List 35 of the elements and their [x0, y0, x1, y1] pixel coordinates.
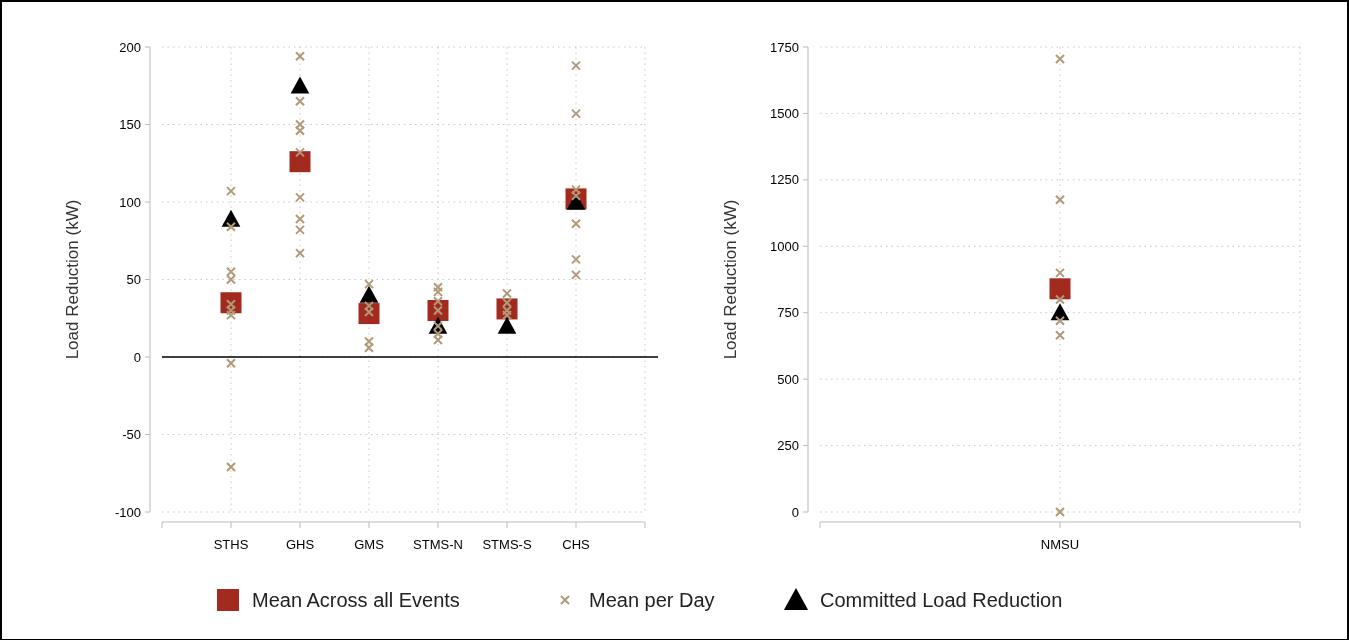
legend-label: Mean per Day — [589, 589, 715, 611]
x-tick-label: GHS — [285, 537, 315, 552]
point — [1049, 278, 1071, 300]
x-tick-label: NMSU — [1040, 537, 1080, 552]
x-tick-label: STHS — [213, 537, 249, 552]
y-tick-label: 250 — [777, 438, 799, 454]
x-tick-label: STMS-S — [482, 537, 532, 552]
point — [1055, 507, 1065, 517]
y-tick-label: 1500 — [770, 105, 799, 121]
y-tick-label: -50 — [122, 427, 141, 443]
y-tick-label: 750 — [777, 305, 799, 321]
point — [1055, 194, 1065, 205]
x-tick-label: CHS — [562, 537, 591, 552]
point — [1055, 294, 1065, 305]
y-tick-label: 1000 — [770, 238, 799, 254]
point — [1055, 315, 1065, 326]
y-tick-label: 0 — [791, 504, 799, 520]
y-tick-label: 0 — [133, 349, 141, 365]
x-tick-label: STMS-N — [413, 537, 463, 552]
y-tick-label: 200 — [119, 39, 141, 55]
y-tick-label: 150 — [119, 117, 141, 133]
legend-label: Mean Across all Events — [252, 589, 460, 611]
y-tick-label: 1250 — [770, 172, 799, 188]
legend-label: Committed Load Reduction — [820, 589, 1063, 611]
x-tick-label: GMS — [354, 537, 385, 552]
y-tick-label: -100 — [114, 504, 141, 520]
y-axis-title: Load Reduction (kW) — [63, 199, 82, 360]
y-tick-label: 100 — [119, 194, 141, 210]
y-tick-label: 1750 — [770, 39, 799, 55]
point — [1055, 330, 1065, 341]
y-tick-label: 50 — [126, 272, 141, 288]
y-tick-label: 500 — [777, 371, 799, 387]
point — [1055, 267, 1065, 278]
y-axis-title: Load Reduction (kW) — [721, 199, 740, 360]
point — [1055, 53, 1065, 64]
